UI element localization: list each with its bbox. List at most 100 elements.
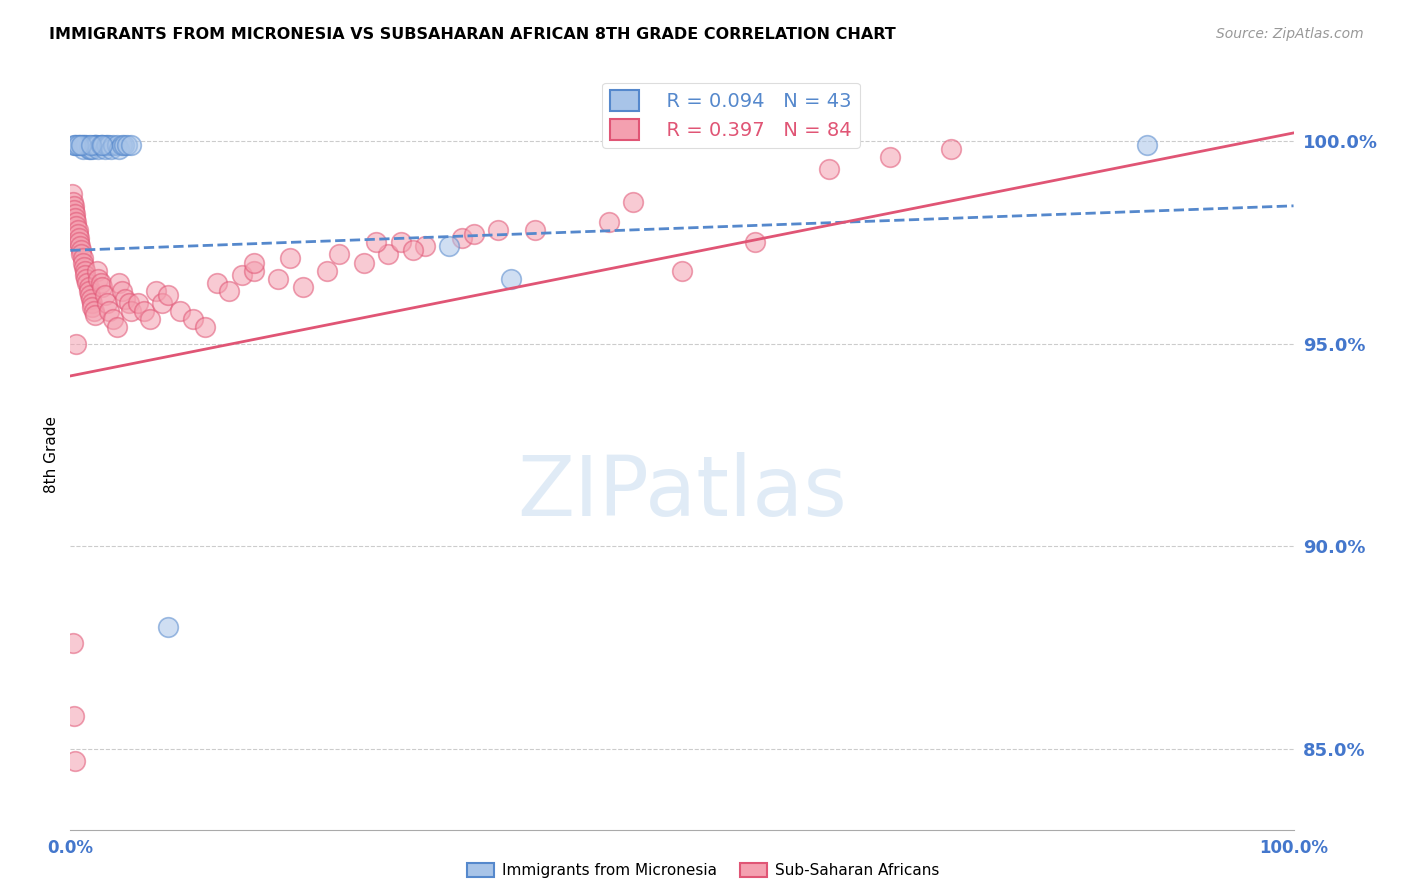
Legend:   R = 0.094   N = 43,   R = 0.397   N = 84: R = 0.094 N = 43, R = 0.397 N = 84 xyxy=(602,82,860,148)
Point xyxy=(82,142,104,156)
Point xyxy=(75,271,97,285)
Point xyxy=(96,138,118,153)
Point xyxy=(132,304,155,318)
Point xyxy=(280,252,302,266)
Point xyxy=(87,142,110,156)
Point xyxy=(62,194,84,209)
Point xyxy=(108,142,131,156)
Text: IMMIGRANTS FROM MICRONESIA VS SUBSAHARAN AFRICAN 8TH GRADE CORRELATION CHART: IMMIGRANTS FROM MICRONESIA VS SUBSAHARAN… xyxy=(49,27,896,42)
Point xyxy=(402,244,425,258)
Point xyxy=(524,223,547,237)
Point xyxy=(80,292,103,306)
Point xyxy=(66,223,89,237)
Point xyxy=(105,320,128,334)
Point xyxy=(291,280,314,294)
Point xyxy=(108,276,131,290)
Point xyxy=(82,300,104,314)
Point xyxy=(62,636,84,650)
Point xyxy=(70,247,93,261)
Point xyxy=(63,138,86,153)
Point xyxy=(439,239,461,253)
Point xyxy=(86,138,108,153)
Point xyxy=(671,263,693,277)
Point xyxy=(817,162,839,177)
Point xyxy=(139,312,162,326)
Point xyxy=(316,263,339,277)
Point xyxy=(72,252,94,266)
Point xyxy=(157,620,180,634)
Point xyxy=(65,336,87,351)
Point xyxy=(111,284,134,298)
Point xyxy=(598,215,620,229)
Point xyxy=(86,263,108,277)
Point xyxy=(91,138,114,153)
Point xyxy=(65,215,87,229)
Point xyxy=(121,138,143,153)
Point xyxy=(91,280,114,294)
Point xyxy=(67,231,90,245)
Point xyxy=(450,231,472,245)
Point xyxy=(83,304,105,318)
Point xyxy=(72,255,94,269)
Y-axis label: 8th Grade: 8th Grade xyxy=(44,417,59,493)
Point xyxy=(488,223,510,237)
Point xyxy=(66,138,89,153)
Point xyxy=(1136,138,1159,153)
Point xyxy=(84,138,107,153)
Point xyxy=(150,296,173,310)
Point xyxy=(63,199,86,213)
Point xyxy=(73,268,96,282)
Legend: Immigrants from Micronesia, Sub-Saharan Africans: Immigrants from Micronesia, Sub-Saharan … xyxy=(461,857,945,884)
Point xyxy=(744,235,766,250)
Point xyxy=(93,288,115,302)
Point xyxy=(328,247,350,261)
Point xyxy=(121,304,143,318)
Point xyxy=(77,138,100,153)
Point xyxy=(98,138,121,153)
Point xyxy=(879,150,901,164)
Point xyxy=(105,138,128,153)
Point xyxy=(63,754,86,768)
Point xyxy=(73,260,96,274)
Point xyxy=(73,138,96,153)
Point xyxy=(63,138,86,153)
Point xyxy=(80,138,103,153)
Point xyxy=(115,138,138,153)
Point xyxy=(101,312,124,326)
Point xyxy=(145,284,167,298)
Point xyxy=(79,142,101,156)
Point xyxy=(169,304,191,318)
Point xyxy=(70,138,93,153)
Point xyxy=(67,235,90,250)
Point xyxy=(243,255,266,269)
Point xyxy=(77,284,100,298)
Point xyxy=(114,292,136,306)
Point xyxy=(101,138,124,153)
Point xyxy=(96,296,118,310)
Point xyxy=(77,142,100,156)
Point xyxy=(69,239,91,253)
Point xyxy=(70,244,93,258)
Point xyxy=(205,276,228,290)
Point xyxy=(112,138,135,153)
Point xyxy=(353,255,375,269)
Point xyxy=(377,247,399,261)
Point xyxy=(621,194,644,209)
Point xyxy=(65,219,87,233)
Point xyxy=(94,138,117,153)
Point xyxy=(66,227,89,242)
Point xyxy=(389,235,412,250)
Point xyxy=(499,271,522,285)
Point xyxy=(67,138,90,153)
Point xyxy=(111,138,134,153)
Point xyxy=(91,138,114,153)
Point xyxy=(127,296,149,310)
Point xyxy=(100,142,122,156)
Point xyxy=(463,227,485,242)
Point xyxy=(82,296,104,310)
Point xyxy=(63,207,86,221)
Point xyxy=(90,138,112,153)
Point xyxy=(79,288,101,302)
Point xyxy=(83,138,105,153)
Point xyxy=(75,138,97,153)
